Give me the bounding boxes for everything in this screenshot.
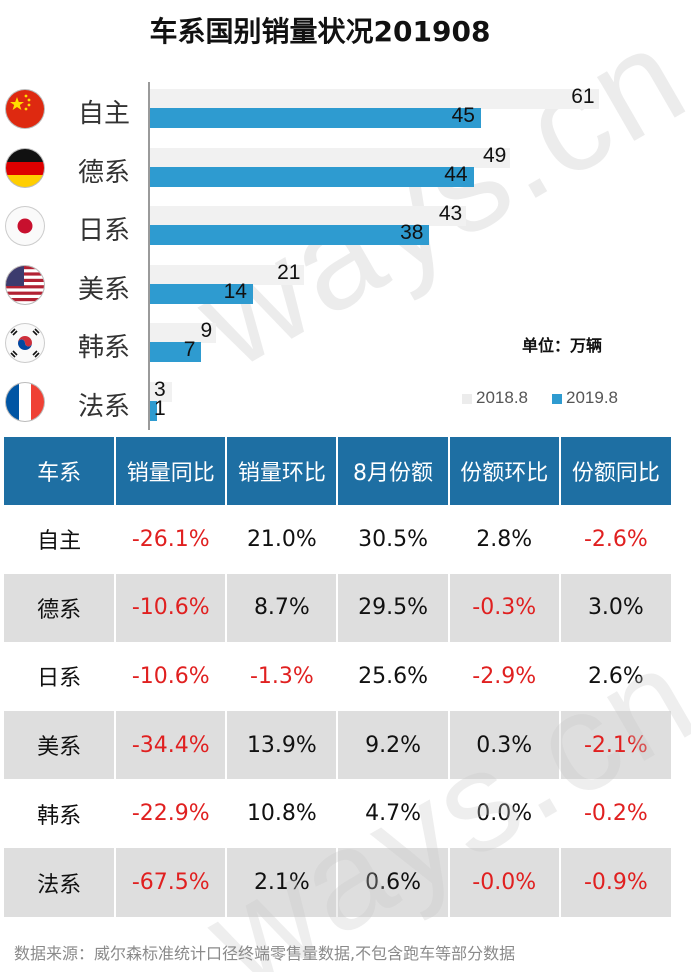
data-label: 21 [277, 260, 301, 284]
header-cell: 销量环比 [226, 437, 339, 505]
data-label: 14 [223, 279, 247, 303]
table-cell: -26.1% [115, 504, 228, 574]
header-cell: 车系 [4, 437, 117, 505]
table-cell: -2.6% [559, 504, 671, 574]
table-row: 自主 -26.1% 21.0% 30.5% 2.8% -2.6% [4, 504, 671, 574]
category-label: 自主 [78, 99, 131, 129]
table-body: 自主 -26.1% 21.0% 30.5% 2.8% -2.6% 德系 -10.6% 8.7% 2… [4, 504, 671, 917]
table-header-row: 车系 销量同比 销量环比 8月份额 份额环比 份额同比 [4, 437, 671, 505]
table-cell: 30.5% [337, 504, 450, 574]
table-cell: 25.6% [337, 641, 450, 711]
china-flag-icon [4, 88, 46, 130]
header-cell: 份额环比 [448, 437, 561, 505]
row-label-cell: 法系 [4, 847, 117, 917]
y-axis-line [148, 82, 150, 430]
header-cell: 8月份额 [337, 437, 450, 505]
table-row: 美系 -34.4% 13.9% 9.2% 0.3% -2.1% [4, 710, 671, 780]
row-label-cell: 自主 [4, 504, 117, 574]
table-cell: -10.6% [115, 641, 228, 711]
legend-swatch-2019 [552, 393, 562, 404]
unit-label: 单位：万辆 [522, 336, 603, 355]
table-cell: 2.6% [559, 641, 671, 711]
table-row: 法系 -67.5% 2.1% 0.6% -0.0% -0.9% [4, 847, 671, 917]
data-label: 61 [571, 85, 595, 108]
stats-table: 车系 销量同比 销量环比 8月份额 份额环比 份额同比 自主 -26.1% 21.0… [4, 437, 671, 917]
data-label: 44 [444, 162, 468, 186]
table-cell: 0.0% [448, 778, 561, 848]
table-cell: -0.3% [448, 573, 561, 643]
data-label: 9 [200, 319, 213, 343]
bar-2019 [150, 108, 481, 128]
data-label: 7 [183, 338, 196, 362]
bar-2018 [150, 147, 511, 168]
data-label: 45 [451, 104, 475, 127]
header-cell: 份额同比 [559, 437, 671, 505]
table-cell: 13.9% [226, 710, 339, 780]
japan-flag-icon [4, 205, 46, 247]
legend-swatch-2018 [462, 393, 472, 404]
table-cell: -2.9% [448, 641, 561, 711]
table-cell: 0.6% [337, 847, 450, 917]
data-label: 3 [154, 378, 166, 401]
bar-2019 [150, 225, 430, 246]
table-cell: -67.5% [115, 847, 228, 917]
table-cell: 9.2% [337, 710, 450, 780]
bar-2018 [150, 206, 467, 227]
table-row: 韩系 -22.9% 10.8% 4.7% 0.0% -0.2% [4, 778, 671, 848]
data-label: 38 [400, 221, 424, 245]
row-label-cell: 美系 [4, 710, 117, 780]
table-cell: 8.7% [226, 573, 339, 643]
row-label-cell: 德系 [4, 573, 117, 643]
table-cell: 2.1% [226, 847, 339, 917]
bar-2018 [150, 264, 305, 285]
germany-flag-icon [4, 147, 46, 189]
usa-flag-icon [4, 264, 46, 306]
data-label: 43 [438, 202, 463, 226]
bar-2019 [150, 166, 474, 187]
table-cell: 0.3% [448, 710, 561, 780]
legend-label-2018: 2018.8 [476, 388, 528, 407]
table-cell: -10.6% [115, 573, 228, 643]
bar-2018 [150, 323, 217, 344]
bar-2018 [150, 89, 599, 109]
data-label: 49 [482, 143, 507, 167]
table-row: 日系 -10.6% -1.3% 25.6% -2.9% 2.6% [4, 641, 671, 711]
table-cell: -22.9% [115, 778, 228, 848]
legend-label-2019: 2019.8 [566, 388, 618, 407]
korea-flag-icon [4, 322, 46, 364]
category-label: 美系 [78, 274, 131, 305]
row-label-cell: 韩系 [4, 778, 117, 848]
bar-2019 [150, 283, 253, 304]
table-cell: 29.5% [337, 573, 450, 643]
table-cell: 2.8% [448, 504, 561, 574]
data-label: 1 [154, 397, 166, 420]
table-cell: -1.3% [226, 641, 339, 711]
source-note: 数据来源：威尔森标准统计口径终端零售量数据,不包含跑车等部分数据 [14, 944, 516, 963]
watermark: ways.cn [171, 0, 691, 398]
bar-2018 [150, 382, 173, 402]
bar-2019 [150, 342, 202, 363]
table-cell: 4.7% [337, 778, 450, 848]
category-label: 韩系 [78, 333, 131, 364]
table-cell: -0.9% [559, 847, 671, 917]
legend-item-2018: 2018.8 [462, 388, 528, 408]
table-cell: -0.2% [559, 778, 671, 848]
table-cell: 3.0% [559, 573, 671, 643]
table-cell: -0.0% [448, 847, 561, 917]
table-cell: 21.0% [226, 504, 339, 574]
row-label-cell: 日系 [4, 641, 117, 711]
header-cell: 销量同比 [115, 437, 228, 505]
table-cell: 10.8% [226, 778, 339, 848]
category-label: 德系 [78, 157, 131, 188]
category-label: 日系 [78, 216, 131, 247]
bar-2019 [150, 401, 158, 421]
table-cell: -2.1% [559, 710, 671, 780]
france-flag-icon [4, 381, 46, 423]
legend-item-2019: 2019.8 [552, 388, 618, 408]
table-row: 德系 -10.6% 8.7% 29.5% -0.3% 3.0% [4, 573, 671, 643]
chart-title: 车系国别销量状况201908 [149, 15, 491, 48]
table-cell: -34.4% [115, 710, 228, 780]
category-label: 法系 [78, 392, 131, 422]
